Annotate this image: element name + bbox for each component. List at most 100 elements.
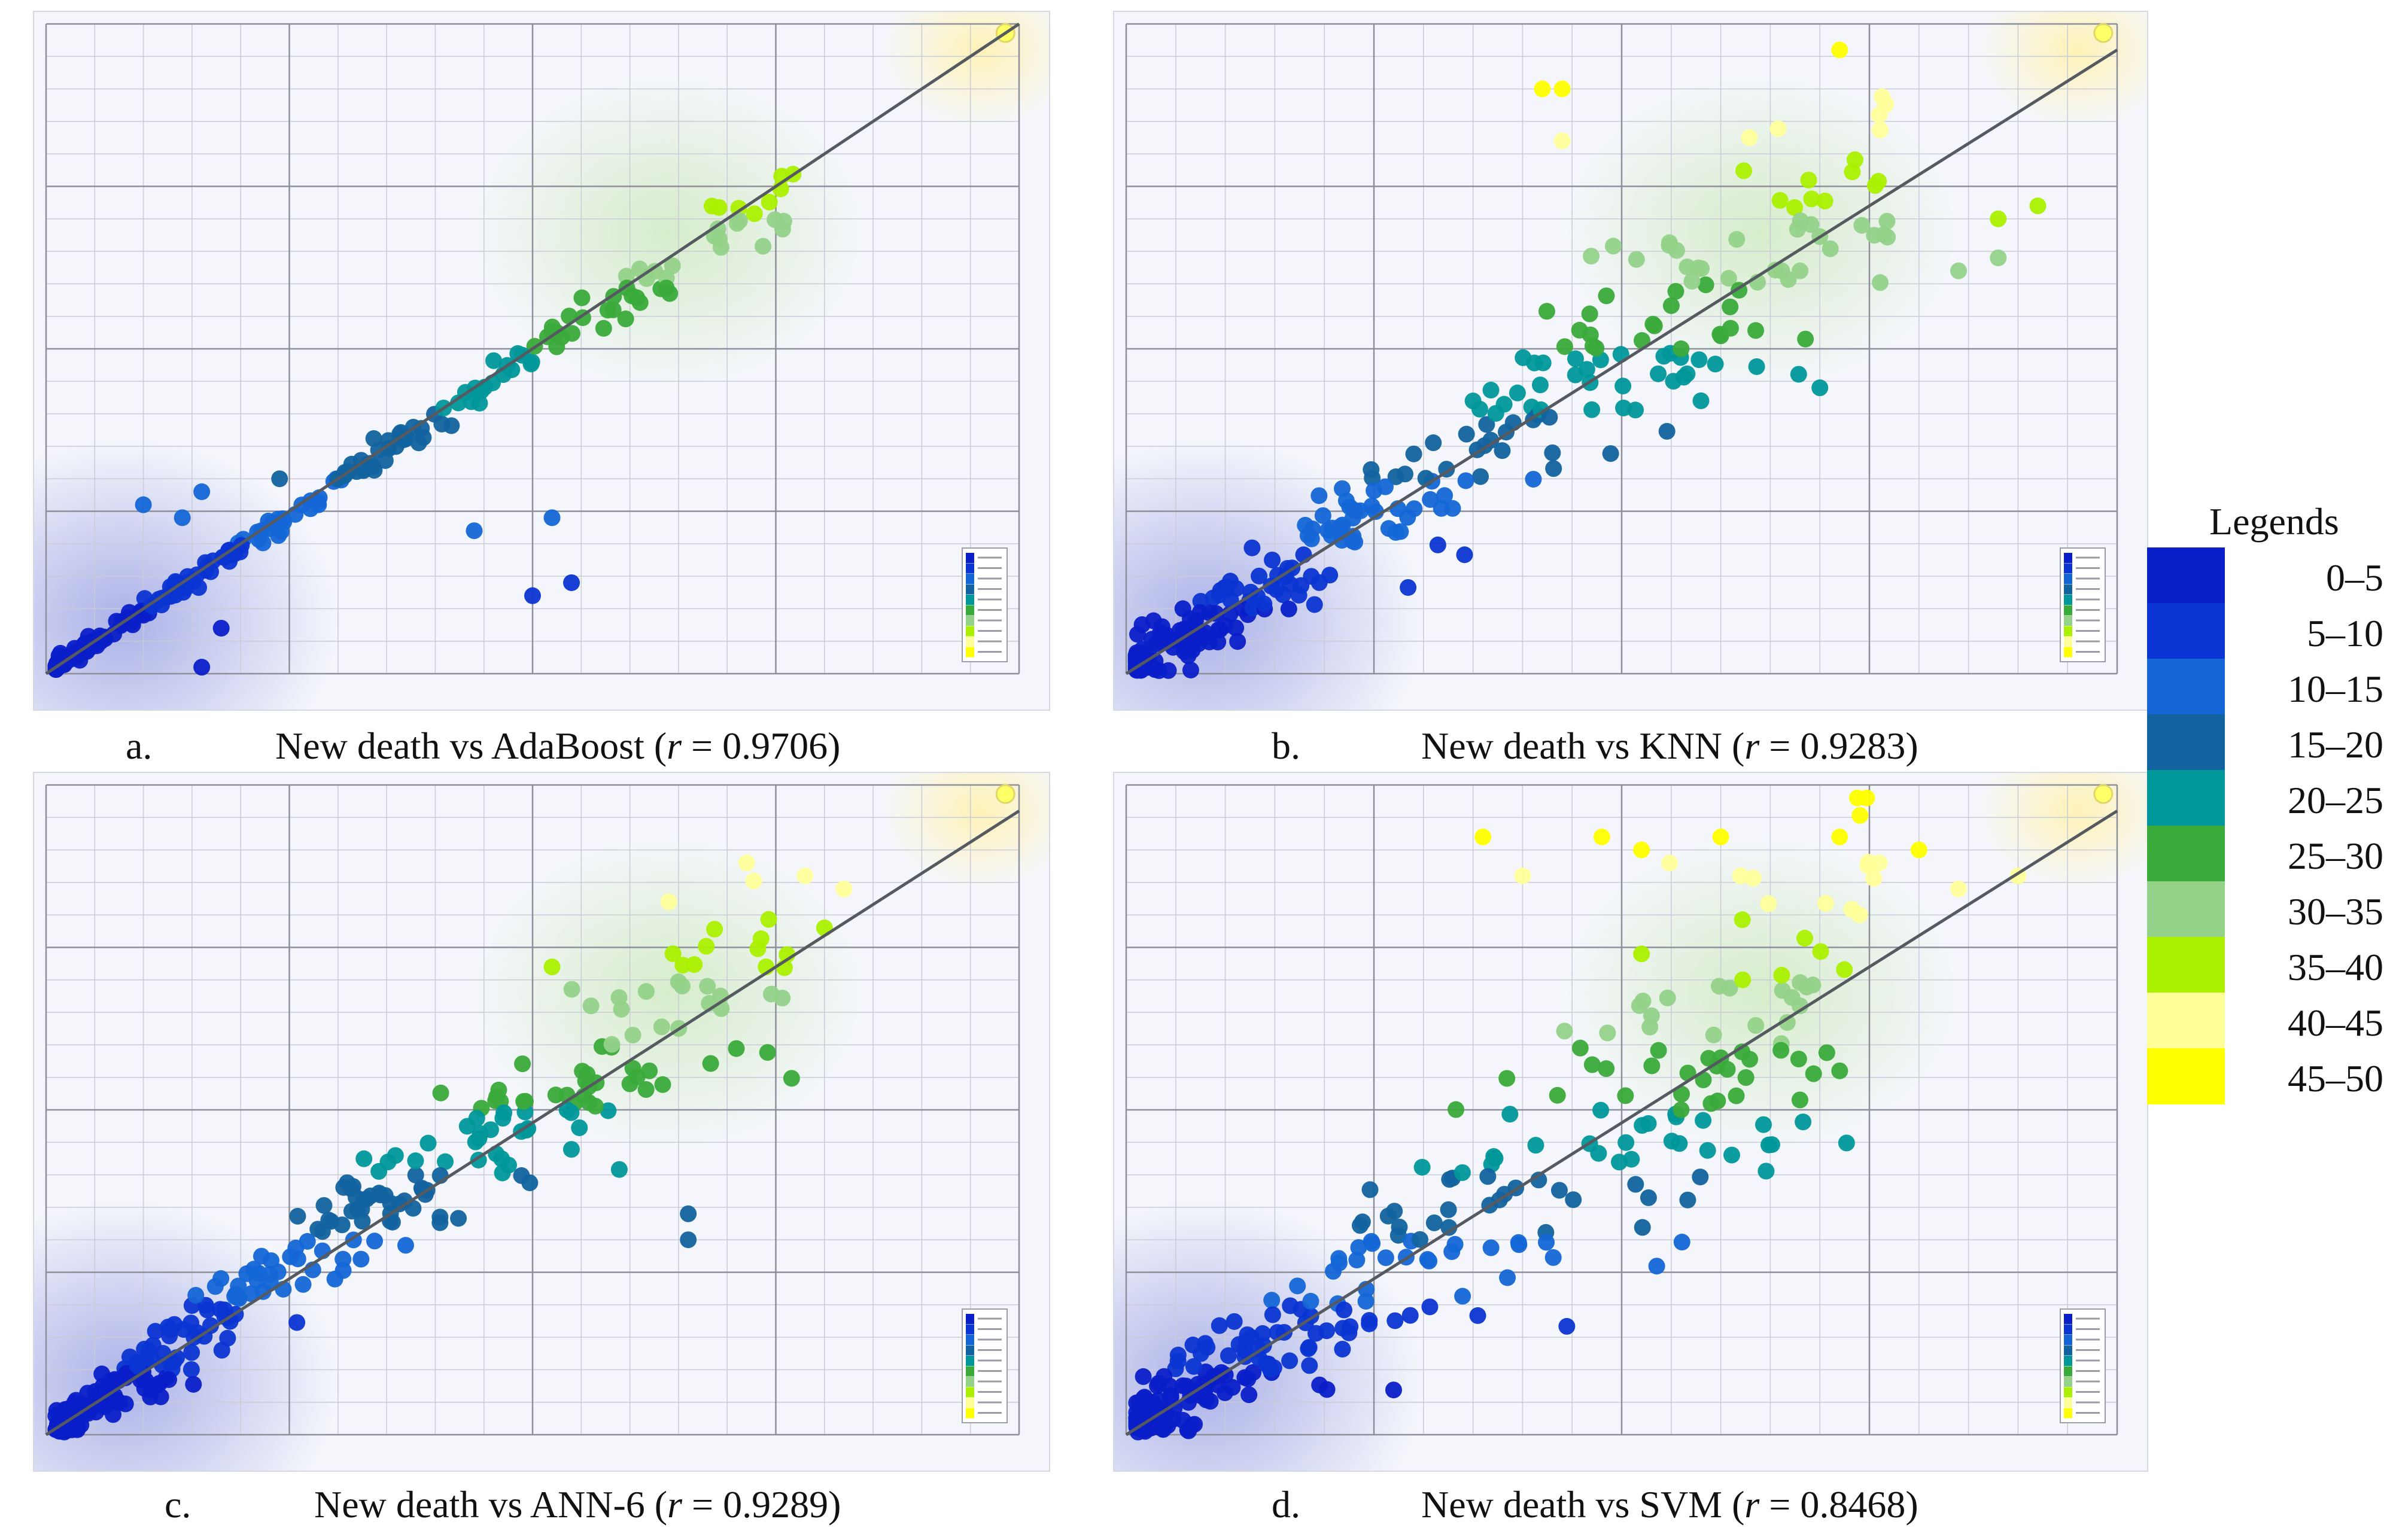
data-point bbox=[1723, 1146, 1740, 1164]
data-point bbox=[686, 956, 703, 973]
caption-d-label: d. bbox=[1272, 1483, 1300, 1526]
data-point bbox=[53, 1421, 71, 1438]
data-point bbox=[463, 393, 480, 410]
data-point bbox=[1509, 384, 1526, 401]
data-point bbox=[405, 1200, 422, 1217]
data-point bbox=[450, 1210, 467, 1227]
data-point bbox=[1263, 1292, 1281, 1309]
data-point bbox=[731, 212, 748, 229]
data-point bbox=[580, 1094, 598, 1111]
data-point bbox=[1602, 445, 1619, 462]
data-point bbox=[673, 978, 691, 995]
data-point bbox=[1454, 1164, 1471, 1181]
caption-c: c. New death vs ANN-6 (r = 0.9289) bbox=[165, 1483, 841, 1527]
data-point bbox=[1780, 271, 1797, 288]
caption-c-label: c. bbox=[165, 1483, 191, 1526]
data-point bbox=[1838, 1134, 1855, 1152]
data-point bbox=[1184, 635, 1202, 652]
data-point bbox=[1357, 1292, 1375, 1310]
data-point bbox=[1444, 500, 1461, 517]
legend-label: 40–45 bbox=[2288, 1002, 2383, 1044]
data-point bbox=[1735, 162, 1753, 179]
data-point bbox=[323, 1213, 340, 1230]
data-point bbox=[294, 1276, 312, 1293]
data-point bbox=[168, 574, 185, 592]
data-point bbox=[1650, 365, 1667, 382]
data-point bbox=[563, 574, 580, 591]
data-point bbox=[1617, 1134, 1635, 1151]
data-point bbox=[543, 509, 561, 526]
scatter-plot-d bbox=[1114, 773, 2147, 1471]
mini-legend-swatch bbox=[966, 1377, 974, 1387]
data-point bbox=[1583, 1056, 1601, 1073]
data-point bbox=[1633, 945, 1650, 963]
data-point bbox=[1425, 1214, 1443, 1231]
data-point bbox=[1659, 989, 1676, 1006]
data-point bbox=[413, 1181, 431, 1198]
data-point bbox=[1648, 1258, 1665, 1275]
data-point bbox=[1565, 1191, 1582, 1209]
legend-swatch bbox=[2147, 547, 2225, 604]
mini-legend-swatch bbox=[2064, 553, 2072, 563]
data-point bbox=[618, 267, 635, 285]
data-point bbox=[1494, 442, 1511, 459]
data-point bbox=[1571, 321, 1588, 339]
legend-label: 45–50 bbox=[2288, 1057, 2383, 1100]
data-point bbox=[1851, 806, 1869, 824]
data-point bbox=[1549, 1086, 1566, 1104]
data-point bbox=[1380, 520, 1397, 537]
data-point bbox=[710, 199, 728, 216]
data-point bbox=[1658, 422, 1676, 440]
data-point bbox=[410, 434, 427, 452]
mini-legend-swatch bbox=[966, 626, 974, 637]
data-point bbox=[1851, 906, 1868, 924]
data-point bbox=[467, 1133, 484, 1151]
data-point bbox=[1237, 1332, 1255, 1350]
data-point bbox=[1846, 151, 1863, 168]
data-point bbox=[1340, 1324, 1358, 1341]
data-point bbox=[1318, 1322, 1335, 1340]
fit-line bbox=[1125, 809, 2118, 1436]
legend-item: 5–10 bbox=[2147, 603, 2386, 659]
data-point bbox=[1280, 600, 1297, 617]
data-point-max bbox=[2093, 23, 2114, 43]
data-point bbox=[140, 1342, 157, 1359]
legend-item: 10–15 bbox=[2147, 659, 2386, 715]
data-point bbox=[610, 989, 628, 1006]
mini-legend-swatch bbox=[2064, 595, 2072, 605]
data-point bbox=[1617, 1087, 1634, 1104]
data-point bbox=[1588, 339, 1605, 357]
data-point bbox=[1377, 1249, 1394, 1267]
data-point bbox=[1673, 1085, 1690, 1103]
data-point bbox=[680, 1205, 697, 1222]
data-point bbox=[1831, 41, 1848, 59]
data-point bbox=[1386, 1203, 1403, 1220]
data-point bbox=[1786, 199, 1804, 216]
data-point bbox=[494, 1110, 512, 1127]
data-point bbox=[702, 1055, 719, 1072]
legend-swatch bbox=[2147, 937, 2225, 993]
data-point bbox=[1661, 854, 1679, 872]
caption-b-r: r bbox=[1744, 725, 1760, 767]
data-point bbox=[1734, 911, 1751, 929]
caption-a: a. New death vs AdaBoost (r = 0.9706) bbox=[126, 724, 840, 768]
data-point bbox=[1848, 789, 1866, 806]
data-point bbox=[1222, 592, 1239, 609]
data-point bbox=[1615, 399, 1632, 416]
data-point bbox=[1690, 351, 1708, 369]
data-point bbox=[1446, 1235, 1464, 1253]
data-point bbox=[1558, 1317, 1576, 1335]
data-point bbox=[543, 958, 561, 976]
mini-legend-swatch bbox=[2064, 1366, 2072, 1377]
mini-legend-swatch bbox=[2064, 616, 2072, 626]
data-point bbox=[1363, 1232, 1380, 1250]
mini-legend-swatch bbox=[966, 563, 974, 574]
data-point bbox=[326, 1270, 343, 1288]
mini-legend-swatch bbox=[2064, 574, 2072, 584]
data-point bbox=[1697, 276, 1714, 294]
data-point bbox=[1436, 487, 1454, 504]
data-point bbox=[1457, 472, 1474, 489]
data-point bbox=[1154, 626, 1172, 644]
data-point bbox=[183, 1344, 200, 1361]
data-point bbox=[1789, 221, 1806, 238]
